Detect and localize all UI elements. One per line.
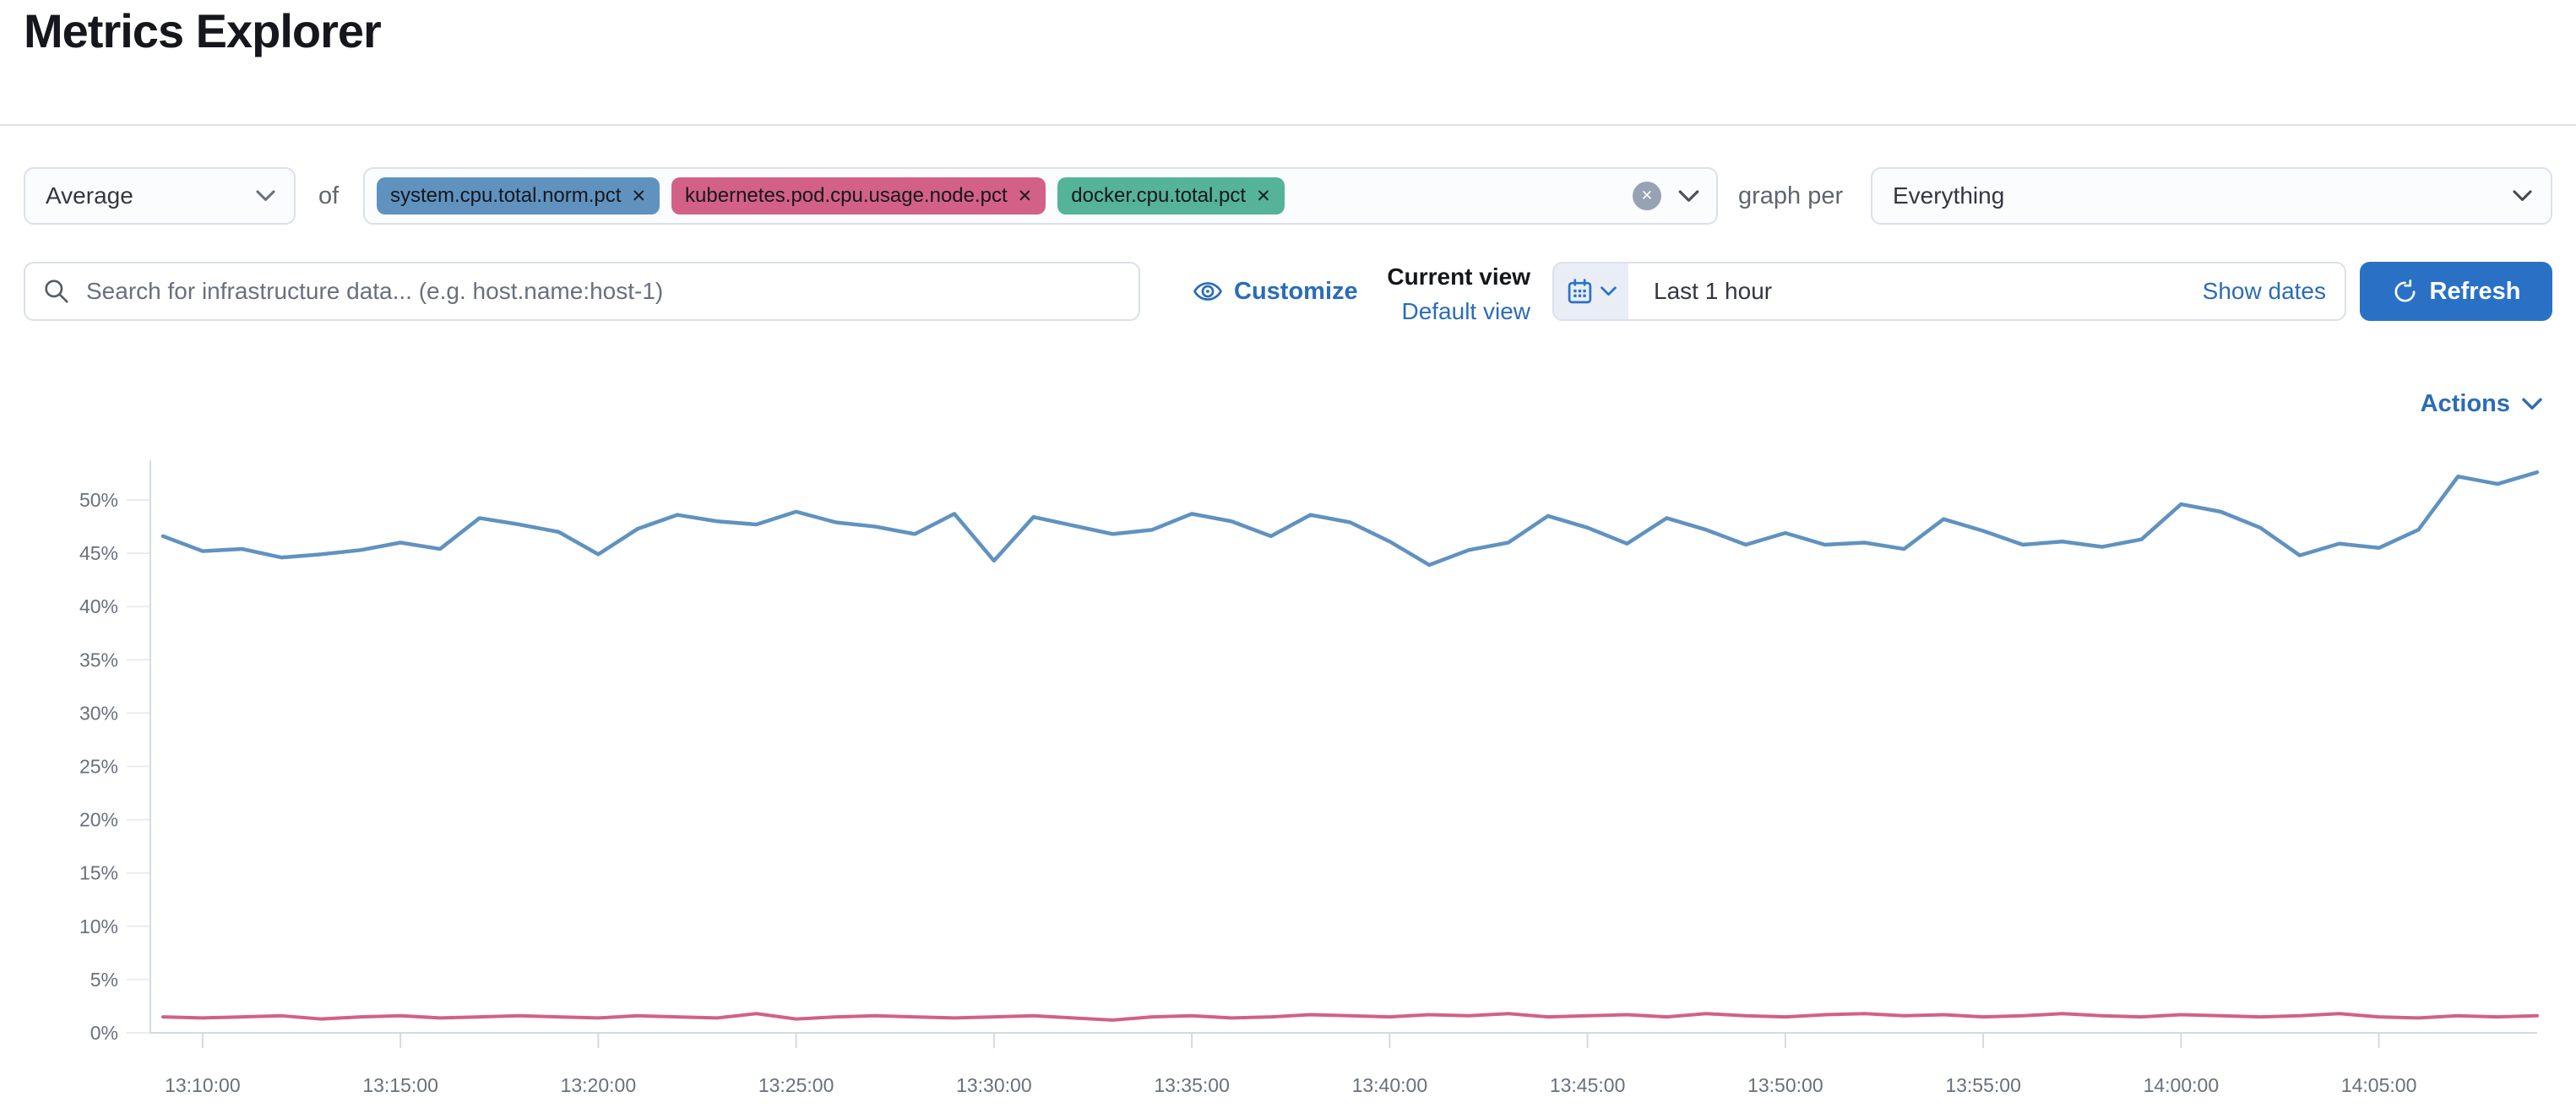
- current-view-label: Current view: [1387, 263, 1530, 290]
- svg-text:13:50:00: 13:50:00: [1747, 1074, 1823, 1096]
- svg-text:14:05:00: 14:05:00: [2341, 1074, 2417, 1096]
- svg-text:13:55:00: 13:55:00: [1945, 1074, 2021, 1096]
- svg-text:13:10:00: 13:10:00: [165, 1074, 241, 1096]
- metric-pill[interactable]: docker.cpu.total.pct ✕: [1057, 177, 1285, 215]
- svg-text:0%: 0%: [90, 1022, 118, 1044]
- search-input[interactable]: [86, 278, 1122, 305]
- view-selector: Current view Default view: [1318, 263, 1530, 326]
- clear-all-icon[interactable]: ✕: [1633, 182, 1661, 210]
- chevron-down-icon[interactable]: [1678, 189, 1699, 203]
- header-divider: [0, 124, 2576, 126]
- svg-text:5%: 5%: [90, 969, 118, 991]
- svg-text:13:25:00: 13:25:00: [758, 1074, 834, 1096]
- svg-text:15%: 15%: [79, 862, 118, 884]
- svg-text:10%: 10%: [79, 915, 118, 937]
- metric-pill-label: docker.cpu.total.pct: [1071, 184, 1247, 207]
- aggregation-select[interactable]: Average: [24, 167, 296, 225]
- refresh-button[interactable]: Refresh: [2360, 262, 2552, 321]
- customize-label: Customize: [1234, 277, 1358, 305]
- date-quick-select-button[interactable]: [1554, 263, 1628, 319]
- of-label: of: [318, 182, 340, 209]
- page-title: Metrics Explorer: [24, 4, 382, 57]
- remove-metric-icon[interactable]: ✕: [1017, 186, 1033, 206]
- chevron-down-icon: [1600, 286, 1617, 296]
- remove-metric-icon[interactable]: ✕: [1256, 186, 1271, 206]
- svg-text:30%: 30%: [79, 702, 118, 724]
- chevron-down-icon: [2522, 397, 2542, 410]
- graph-per-select-value: Everything: [1893, 182, 2005, 209]
- customize-button[interactable]: Customize: [1193, 262, 1358, 321]
- aggregation-select-value: Average: [46, 182, 133, 209]
- date-picker: Last 1 hour Show dates: [1552, 262, 2346, 321]
- svg-text:35%: 35%: [79, 649, 118, 671]
- svg-text:20%: 20%: [79, 809, 118, 831]
- svg-text:13:35:00: 13:35:00: [1154, 1074, 1230, 1096]
- actions-menu-button[interactable]: Actions: [2421, 387, 2542, 421]
- graph-per-select[interactable]: Everything: [1871, 167, 2552, 225]
- svg-text:50%: 50%: [79, 489, 118, 511]
- svg-text:13:30:00: 13:30:00: [956, 1074, 1032, 1096]
- svg-text:45%: 45%: [79, 542, 118, 564]
- search-icon: [45, 280, 68, 303]
- show-dates-button[interactable]: Show dates: [2202, 278, 2326, 304]
- eye-icon: [1193, 282, 1222, 301]
- actions-label: Actions: [2420, 389, 2510, 417]
- svg-text:13:40:00: 13:40:00: [1352, 1074, 1428, 1096]
- svg-text:25%: 25%: [79, 756, 118, 778]
- metric-pill-label: kubernetes.pod.cpu.usage.node.pct: [685, 184, 1008, 207]
- chevron-down-icon: [256, 190, 275, 201]
- chevron-down-icon: [2513, 190, 2532, 201]
- date-range-value[interactable]: Last 1 hour: [1654, 278, 1773, 304]
- metric-pill[interactable]: kubernetes.pod.cpu.usage.node.pct ✕: [671, 177, 1046, 215]
- search-box: [24, 262, 1140, 321]
- svg-text:13:45:00: 13:45:00: [1550, 1074, 1626, 1096]
- default-view-link[interactable]: Default view: [1401, 298, 1530, 324]
- svg-text:13:20:00: 13:20:00: [561, 1074, 637, 1096]
- svg-text:14:00:00: 14:00:00: [2144, 1074, 2220, 1096]
- metrics-combobox[interactable]: system.cpu.total.norm.pct ✕ kubernetes.p…: [363, 167, 1718, 225]
- refresh-icon: [2394, 279, 2415, 301]
- svg-text:40%: 40%: [79, 595, 118, 617]
- refresh-label: Refresh: [2429, 277, 2521, 305]
- graph-per-label: graph per: [1738, 182, 1844, 209]
- calendar-icon: [1568, 278, 1592, 303]
- metric-pill-label: system.cpu.total.norm.pct: [390, 184, 622, 207]
- metric-pill[interactable]: system.cpu.total.norm.pct ✕: [377, 177, 660, 215]
- svg-text:13:15:00: 13:15:00: [362, 1074, 438, 1096]
- remove-metric-icon[interactable]: ✕: [631, 186, 647, 206]
